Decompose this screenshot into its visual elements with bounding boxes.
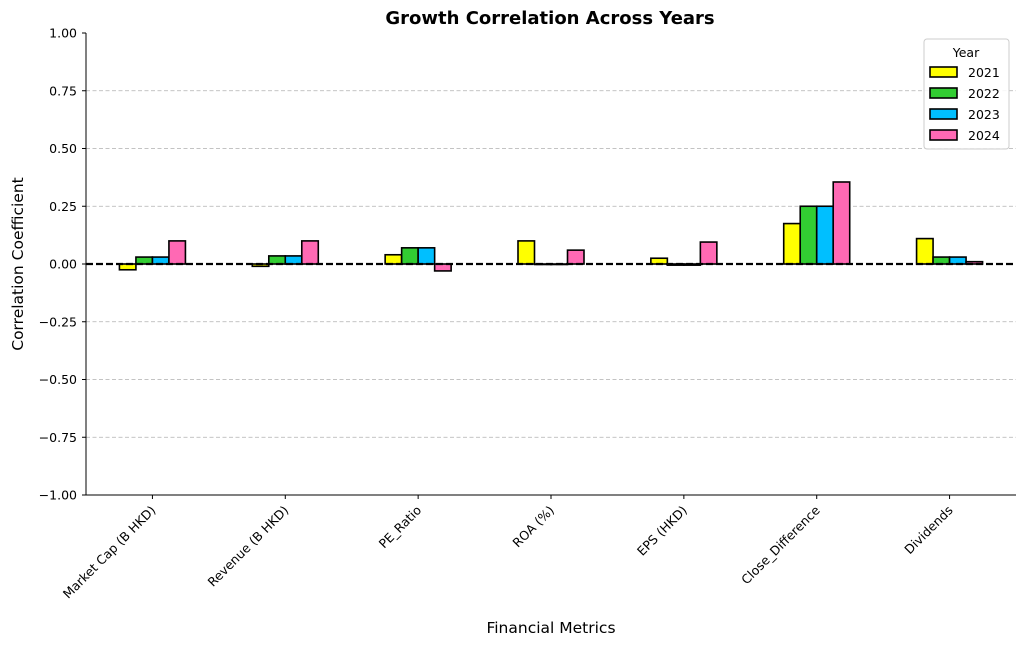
legend-swatch — [929, 129, 958, 141]
x-tick-label: ROA (%) — [509, 503, 557, 551]
x-tick-label: Revenue (B HKD) — [204, 503, 291, 590]
grid — [86, 90, 1016, 438]
y-tick-label: 1.00 — [49, 26, 77, 41]
x-tick-label: PE_Ratio — [376, 503, 425, 552]
bar — [384, 253, 403, 265]
y-tick-label: 0.00 — [49, 257, 77, 272]
bar — [832, 181, 851, 265]
x-axis-title: Financial Metrics — [486, 619, 615, 637]
bar — [284, 255, 303, 265]
bar — [267, 255, 287, 265]
legend-swatch — [929, 108, 958, 120]
bar — [417, 247, 436, 265]
chart-title: Growth Correlation Across Years — [385, 8, 714, 29]
bars — [118, 181, 984, 272]
legend-label: 2021 — [968, 65, 1000, 80]
y-tick-label: 0.25 — [49, 199, 77, 214]
x-ticks: Market Cap (B HKD) Revenue (B HKD) PE_Rati… — [60, 495, 956, 601]
y-tick-label: −1.00 — [39, 488, 77, 503]
y-tick-label: −0.75 — [39, 430, 77, 445]
legend-label: 2022 — [968, 86, 1000, 101]
bar — [799, 205, 818, 265]
bar — [782, 222, 802, 265]
bar — [815, 205, 835, 265]
y-tick-label: 0.50 — [49, 141, 77, 156]
y-axis-title: Correlation Coefficient — [9, 177, 27, 351]
legend-label: 2024 — [968, 128, 1000, 143]
legend-label: 2023 — [968, 107, 1000, 122]
y-tick-label: −0.25 — [39, 314, 77, 329]
bar — [566, 249, 585, 265]
bar — [400, 247, 419, 265]
legend-title: Year — [952, 45, 980, 60]
y-tick-label: 0.75 — [49, 83, 77, 98]
legend: Year 2021 2022 2023 2024 — [923, 38, 1010, 150]
x-tick-label: Market Cap (B HKD) — [60, 503, 159, 602]
y-tick-label: −0.50 — [39, 372, 77, 387]
bar — [699, 241, 718, 265]
y-ticks: −1.00 −0.75 −0.50 −0.25 0.00 0.25 0.50 0.75 1.00 — [39, 26, 86, 503]
bar — [965, 260, 984, 265]
legend-swatch — [929, 87, 958, 99]
x-tick-label: Close_Difference — [738, 502, 823, 587]
bar — [517, 240, 536, 265]
bar — [915, 237, 934, 265]
x-tick-label: EPS (HKD) — [634, 503, 690, 559]
bar — [168, 240, 187, 265]
bar — [300, 240, 320, 265]
x-tick-label: Dividends — [901, 503, 955, 557]
legend-swatch — [929, 66, 958, 78]
